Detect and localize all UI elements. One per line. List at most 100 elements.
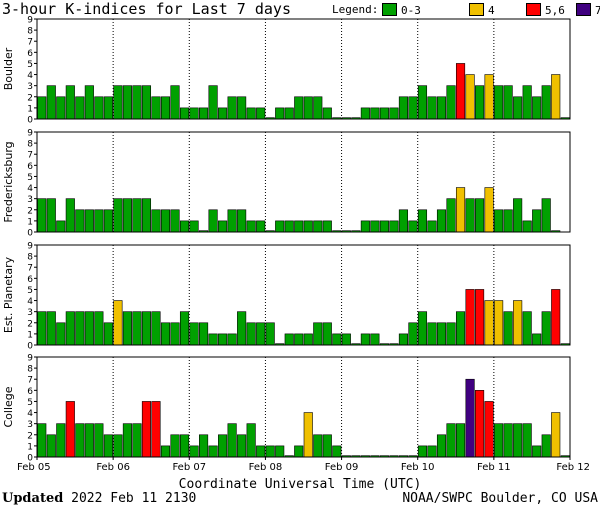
k-index-bar: [132, 311, 142, 346]
k-index-bar: [94, 96, 104, 120]
legend-swatch-red: [526, 3, 541, 16]
k-index-bar: [208, 209, 218, 233]
k-index-bar: [179, 434, 190, 458]
legend-item-0-3: 0-3: [382, 3, 421, 17]
k-index-bar: [84, 423, 94, 458]
k-index-bar: [417, 209, 428, 233]
k-index-bar: [246, 107, 256, 120]
k-index-bar: [275, 220, 285, 233]
k-index-bar: [522, 85, 532, 120]
k-index-bar: [436, 96, 447, 120]
k-index-bar: [532, 96, 542, 120]
k-index-bar: [37, 423, 47, 458]
panel-frame: [36, 356, 571, 458]
k-index-bar: [65, 401, 75, 458]
y-tick-label: 4: [27, 409, 33, 419]
k-index-bar: [113, 300, 123, 346]
k-index-bar: [122, 423, 132, 458]
k-index-bar: [94, 423, 104, 458]
y-tick-label: 0: [27, 454, 33, 464]
y-tick-label: 4: [27, 184, 33, 194]
k-index-bar: [294, 333, 304, 346]
k-index-bar: [427, 220, 437, 233]
k-index-bar: [218, 434, 228, 458]
y-tick-label: 5: [27, 398, 33, 408]
k-index-bar: [132, 423, 142, 458]
k-index-bar: [160, 209, 171, 233]
y-tick-label: 7: [27, 376, 33, 386]
y-tick-label: 3: [27, 82, 33, 92]
k-index-bar: [37, 96, 47, 120]
k-index-bar: [284, 333, 294, 346]
k-index-bar: [475, 390, 485, 458]
y-tick-label: 0: [27, 229, 33, 239]
k-index-bar: [541, 198, 551, 233]
k-index-bar: [541, 434, 551, 458]
k-index-bar: [65, 311, 75, 346]
panel-label: College: [2, 386, 15, 427]
k-index-bar: [398, 333, 408, 346]
k-index-bar: [408, 322, 418, 346]
k-index-bar: [275, 445, 285, 458]
k-index-bar: [189, 445, 199, 458]
k-index-bar: [322, 107, 332, 120]
k-index-bar: [160, 445, 171, 458]
k-index-bar: [475, 85, 485, 120]
k-index-bar: [160, 322, 171, 346]
y-tick-label: 6: [27, 387, 33, 397]
k-index-bar: [551, 74, 561, 120]
k-index-bar: [417, 85, 428, 120]
y-tick-label: 2: [27, 431, 33, 441]
legend-item-5-6: 5,6: [526, 3, 565, 17]
y-tick-label: 3: [27, 308, 33, 318]
k-index-bar: [151, 311, 161, 346]
k-index-bar: [199, 322, 209, 346]
k-index-bar: [303, 220, 313, 233]
k-index-bar: [503, 423, 513, 458]
k-index-bar: [75, 311, 85, 346]
k-index-bar: [113, 198, 123, 233]
k-index-bar: [360, 333, 370, 346]
y-tick-label: 9: [27, 242, 33, 252]
k-index-bar: [141, 311, 152, 346]
y-tick-label: 3: [27, 420, 33, 430]
y-tick-label: 8: [27, 27, 33, 37]
k-index-bar: [551, 289, 561, 346]
k-index-bar: [398, 209, 408, 233]
k-index-bar: [494, 300, 504, 346]
k-index-bar: [446, 85, 456, 120]
k-index-bar: [294, 445, 304, 458]
k-index-bar: [541, 85, 551, 120]
k-index-bar: [532, 333, 542, 346]
k-index-bar: [227, 209, 237, 233]
k-index-bar: [313, 434, 323, 458]
k-index-bar: [46, 311, 56, 346]
k-index-bar: [303, 333, 313, 346]
k-index-bar: [208, 333, 218, 346]
k-index-bar: [446, 198, 456, 233]
y-tick-label: 8: [27, 365, 33, 375]
k-index-bar: [103, 434, 113, 458]
k-index-bar: [151, 96, 161, 120]
k-index-bar: [541, 311, 551, 346]
k-index-bar: [465, 378, 475, 458]
k-index-bar: [484, 187, 494, 233]
k-index-bar: [237, 96, 247, 120]
k-index-bar: [160, 96, 171, 120]
k-index-bar: [141, 198, 152, 233]
k-index-bar: [246, 423, 256, 458]
k-index-bar: [46, 85, 56, 120]
k-index-bar: [294, 96, 304, 120]
k-index-bar: [103, 209, 113, 233]
x-tick-label: Feb 05: [17, 462, 51, 473]
k-index-bar: [256, 322, 266, 346]
k-index-bar: [227, 423, 237, 458]
k-index-bar: [75, 209, 85, 233]
k-index-bar: [379, 220, 389, 233]
k-index-bar: [494, 423, 504, 458]
k-index-bar: [46, 434, 56, 458]
k-index-bar: [65, 198, 75, 233]
k-index-bar: [37, 198, 47, 233]
k-index-bar: [417, 445, 428, 458]
